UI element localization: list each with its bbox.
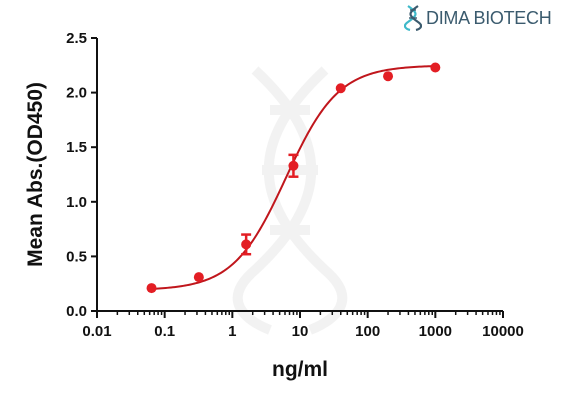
x-tick-label: 1000 bbox=[419, 323, 452, 340]
y-tick-label: 2.5 bbox=[66, 30, 87, 47]
x-tick-label: 10000 bbox=[482, 323, 524, 340]
data-point bbox=[335, 83, 346, 94]
y-tick-label: 1.0 bbox=[66, 194, 87, 211]
logo: DIMA BIOTECH bbox=[404, 4, 552, 32]
axis-labels: ng/ml Mean Abs.(OD450) bbox=[24, 82, 328, 381]
y-tick-label: 0.0 bbox=[66, 303, 87, 320]
data-points-layer bbox=[146, 62, 441, 294]
y-axis-title: Mean Abs.(OD450) bbox=[24, 82, 47, 267]
watermark bbox=[232, 66, 348, 335]
data-point bbox=[146, 283, 157, 294]
data-point bbox=[430, 62, 441, 73]
x-tick-label: 0.01 bbox=[82, 323, 111, 340]
dna-icon bbox=[404, 5, 422, 31]
data-point bbox=[383, 71, 394, 82]
logo-text: DIMA BIOTECH bbox=[426, 7, 552, 28]
x-axis-title: ng/ml bbox=[272, 358, 328, 381]
x-tick-label: 100 bbox=[355, 323, 380, 340]
y-tick-label: 1.5 bbox=[66, 139, 87, 156]
x-tick-label: 10 bbox=[292, 323, 309, 340]
data-point bbox=[193, 272, 204, 283]
data-point bbox=[288, 160, 299, 171]
y-tick-label: 0.5 bbox=[66, 248, 87, 265]
x-tick-label: 0.1 bbox=[154, 323, 175, 340]
y-tick-label: 2.0 bbox=[66, 85, 87, 102]
axes: 0.0 0.5 1.0 1.5 2.0 2.5 0.01 0.1 1 10 100 1000 10000 bbox=[66, 30, 524, 340]
data-point bbox=[241, 239, 252, 250]
x-tick-label: 1 bbox=[228, 323, 236, 340]
